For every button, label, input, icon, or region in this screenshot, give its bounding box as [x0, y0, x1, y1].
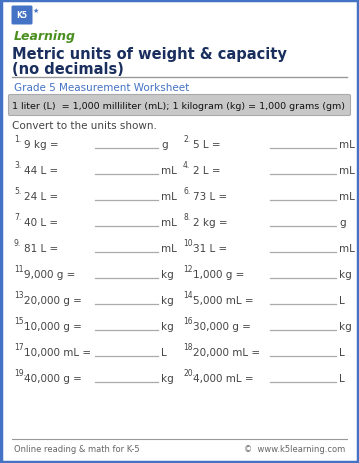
Text: 19.: 19.: [14, 368, 26, 377]
Text: 5.: 5.: [14, 187, 21, 195]
Text: 20,000 g =: 20,000 g =: [24, 295, 82, 305]
Text: kg: kg: [161, 269, 174, 279]
Text: Convert to the units shown.: Convert to the units shown.: [12, 121, 157, 131]
Text: kg: kg: [161, 295, 174, 305]
Text: 5,000 mL =: 5,000 mL =: [193, 295, 253, 305]
Text: 10,000 mL =: 10,000 mL =: [24, 347, 91, 357]
FancyBboxPatch shape: [9, 95, 350, 116]
Text: 9,000 g =: 9,000 g =: [24, 269, 75, 279]
Text: g: g: [339, 218, 346, 227]
Text: 13.: 13.: [14, 290, 26, 300]
Text: mL: mL: [339, 244, 355, 253]
Text: (no decimals): (no decimals): [12, 62, 124, 77]
Text: 5 L =: 5 L =: [193, 140, 221, 150]
Text: L: L: [161, 347, 167, 357]
Text: mL: mL: [161, 166, 177, 175]
Text: ★: ★: [33, 8, 39, 14]
Text: kg: kg: [339, 269, 352, 279]
Text: 1,000 g =: 1,000 g =: [193, 269, 244, 279]
Text: mL: mL: [161, 192, 177, 201]
Text: 9 kg =: 9 kg =: [24, 140, 59, 150]
Text: Metric units of weight & capacity: Metric units of weight & capacity: [12, 47, 287, 62]
Text: 7.: 7.: [14, 213, 21, 221]
Text: 3.: 3.: [14, 161, 21, 169]
Text: 8.: 8.: [183, 213, 190, 221]
Text: 31 L =: 31 L =: [193, 244, 227, 253]
Text: ©  www.k5learning.com: © www.k5learning.com: [244, 444, 345, 453]
Text: 6.: 6.: [183, 187, 190, 195]
Text: 15.: 15.: [14, 316, 26, 325]
Text: 12.: 12.: [183, 264, 195, 274]
FancyBboxPatch shape: [11, 6, 33, 25]
Text: 73 L =: 73 L =: [193, 192, 227, 201]
Text: 20,000 mL =: 20,000 mL =: [193, 347, 260, 357]
Text: K5: K5: [17, 12, 28, 20]
Text: L: L: [339, 347, 345, 357]
Text: mL: mL: [339, 140, 355, 150]
Text: 16.: 16.: [183, 316, 195, 325]
Text: 1 liter (L)  = 1,000 milliliter (mL); 1 kilogram (kg) = 1,000 grams (gm): 1 liter (L) = 1,000 milliliter (mL); 1 k…: [13, 102, 345, 111]
Text: 20.: 20.: [183, 368, 195, 377]
Text: 40,000 g =: 40,000 g =: [24, 373, 82, 383]
Text: 10,000 g =: 10,000 g =: [24, 321, 82, 332]
Text: 9.: 9.: [14, 238, 21, 247]
Text: 44 L =: 44 L =: [24, 166, 58, 175]
Text: 17.: 17.: [14, 342, 26, 351]
Text: mL: mL: [161, 244, 177, 253]
Text: Learning: Learning: [14, 30, 76, 43]
Text: 4.: 4.: [183, 161, 190, 169]
Text: L: L: [339, 373, 345, 383]
Text: g: g: [161, 140, 168, 150]
Text: Grade 5 Measurement Worksheet: Grade 5 Measurement Worksheet: [14, 83, 189, 93]
Text: 40 L =: 40 L =: [24, 218, 58, 227]
Text: kg: kg: [339, 321, 352, 332]
Text: 1.: 1.: [14, 135, 21, 144]
Text: 10.: 10.: [183, 238, 195, 247]
Text: mL: mL: [339, 166, 355, 175]
Text: 11.: 11.: [14, 264, 26, 274]
Text: kg: kg: [161, 321, 174, 332]
Text: 18.: 18.: [183, 342, 195, 351]
Text: 81 L =: 81 L =: [24, 244, 58, 253]
Text: 24 L =: 24 L =: [24, 192, 58, 201]
Text: mL: mL: [161, 218, 177, 227]
Text: kg: kg: [161, 373, 174, 383]
Text: L: L: [339, 295, 345, 305]
Text: 4,000 mL =: 4,000 mL =: [193, 373, 253, 383]
Text: 14.: 14.: [183, 290, 195, 300]
Text: mL: mL: [339, 192, 355, 201]
Text: 30,000 g =: 30,000 g =: [193, 321, 251, 332]
Text: 2 L =: 2 L =: [193, 166, 221, 175]
Text: 2.: 2.: [183, 135, 190, 144]
Text: 2 kg =: 2 kg =: [193, 218, 228, 227]
Text: Online reading & math for K-5: Online reading & math for K-5: [14, 444, 140, 453]
